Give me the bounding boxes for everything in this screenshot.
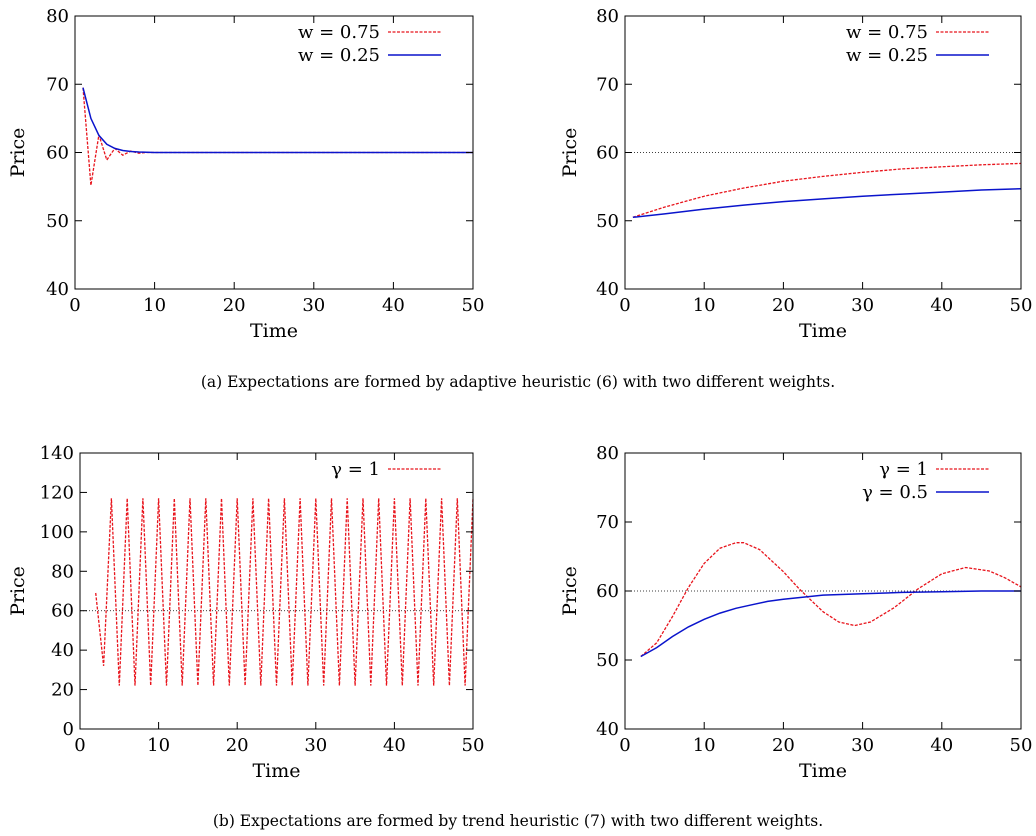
x-tick-label: 40 bbox=[930, 295, 953, 316]
series-line-0 bbox=[632, 162, 1022, 218]
x-tick-label: 20 bbox=[772, 735, 795, 756]
y-axis-label: Price bbox=[559, 128, 581, 178]
x-axis-label: Time bbox=[250, 320, 298, 342]
x-tick-label: 20 bbox=[226, 735, 249, 756]
x-tick-label: 0 bbox=[619, 295, 630, 316]
x-tick-label: 40 bbox=[383, 735, 406, 756]
x-tick-label: 20 bbox=[772, 295, 795, 316]
x-tick-label: 0 bbox=[74, 735, 85, 756]
y-tick-label: 60 bbox=[596, 143, 619, 164]
y-tick-label: 80 bbox=[596, 443, 619, 464]
legend-entry-label: w = 0.25 bbox=[298, 45, 380, 66]
y-tick-label: 70 bbox=[596, 74, 619, 95]
x-tick-label: 50 bbox=[462, 295, 485, 316]
x-tick-label: 0 bbox=[69, 295, 80, 316]
chart-panel-a-right: 0 10 20 30 40 50 40 50 60 70 80 Time Price w = 0.75w … bbox=[559, 6, 1032, 342]
y-tick-label: 0 bbox=[63, 719, 74, 740]
y-tick-label: 80 bbox=[596, 6, 619, 27]
y-tick-label: 120 bbox=[40, 482, 74, 503]
chart-panel-b-left: 0 10 20 30 40 50 0 20 40 60 80 100 120 140 Time Price γ … bbox=[7, 443, 484, 782]
y-tick-label: 60 bbox=[46, 143, 69, 164]
y-tick-label: 70 bbox=[46, 74, 69, 95]
series-line-0 bbox=[640, 542, 1022, 657]
x-axis-label: Time bbox=[799, 760, 847, 782]
y-tick-label: 40 bbox=[596, 279, 619, 300]
y-axis-label: Price bbox=[7, 566, 29, 616]
legend-entry-label: γ = 1 bbox=[331, 459, 380, 480]
legend-entry-label: w = 0.75 bbox=[846, 22, 928, 43]
x-axis-label: Time bbox=[252, 760, 300, 782]
x-tick-label: 0 bbox=[619, 735, 630, 756]
caption-a: (a) Expectations are formed by adaptive … bbox=[201, 373, 835, 391]
x-tick-label: 20 bbox=[223, 295, 246, 316]
y-tick-label: 40 bbox=[596, 719, 619, 740]
x-tick-label: 10 bbox=[147, 735, 170, 756]
legend-entry-label: γ = 0.5 bbox=[862, 482, 928, 503]
x-tick-label: 30 bbox=[851, 735, 874, 756]
legend-entry-label: w = 0.25 bbox=[846, 45, 928, 66]
y-tick-label: 100 bbox=[40, 522, 74, 543]
y-axis-label: Price bbox=[7, 128, 29, 178]
x-tick-label: 50 bbox=[1010, 735, 1033, 756]
series-line-0 bbox=[82, 87, 473, 186]
x-tick-label: 10 bbox=[693, 735, 716, 756]
x-tick-label: 50 bbox=[1010, 295, 1033, 316]
x-tick-label: 30 bbox=[302, 295, 325, 316]
x-tick-label: 10 bbox=[143, 295, 166, 316]
series-line-1 bbox=[640, 590, 1021, 658]
y-tick-label: 50 bbox=[596, 650, 619, 671]
y-tick-label: 40 bbox=[46, 279, 69, 300]
y-tick-label: 80 bbox=[46, 6, 69, 27]
y-tick-label: 50 bbox=[596, 211, 619, 232]
x-tick-label: 40 bbox=[382, 295, 405, 316]
y-tick-label: 60 bbox=[51, 601, 74, 622]
caption-b: (b) Expectations are formed by trend heu… bbox=[213, 812, 823, 830]
chart-panel-a-left: 0 10 20 30 40 50 40 50 60 70 80 Time Price w = 0.75w … bbox=[7, 6, 484, 342]
y-tick-label: 50 bbox=[46, 211, 69, 232]
y-axis-label: Price bbox=[559, 566, 581, 616]
series-line-0 bbox=[95, 498, 474, 686]
x-axis-label: Time bbox=[799, 320, 847, 342]
y-tick-label: 70 bbox=[596, 512, 619, 533]
legend-entry-label: γ = 1 bbox=[879, 459, 928, 480]
y-tick-label: 20 bbox=[51, 680, 74, 701]
x-tick-label: 40 bbox=[930, 735, 953, 756]
series-line-1 bbox=[632, 187, 1022, 219]
x-tick-label: 30 bbox=[304, 735, 327, 756]
x-tick-label: 50 bbox=[462, 735, 485, 756]
legend-entry-label: w = 0.75 bbox=[298, 22, 380, 43]
x-tick-label: 30 bbox=[851, 295, 874, 316]
series-line-1 bbox=[82, 87, 473, 154]
x-tick-label: 10 bbox=[693, 295, 716, 316]
y-tick-label: 140 bbox=[40, 443, 74, 464]
y-tick-label: 60 bbox=[596, 581, 619, 602]
chart-panel-b-right: 0 10 20 30 40 50 40 50 60 70 80 Time Price γ = 1γ = 0… bbox=[559, 443, 1032, 782]
y-tick-label: 40 bbox=[51, 640, 74, 661]
y-tick-label: 80 bbox=[51, 561, 74, 582]
plot-frame bbox=[79, 452, 474, 730]
